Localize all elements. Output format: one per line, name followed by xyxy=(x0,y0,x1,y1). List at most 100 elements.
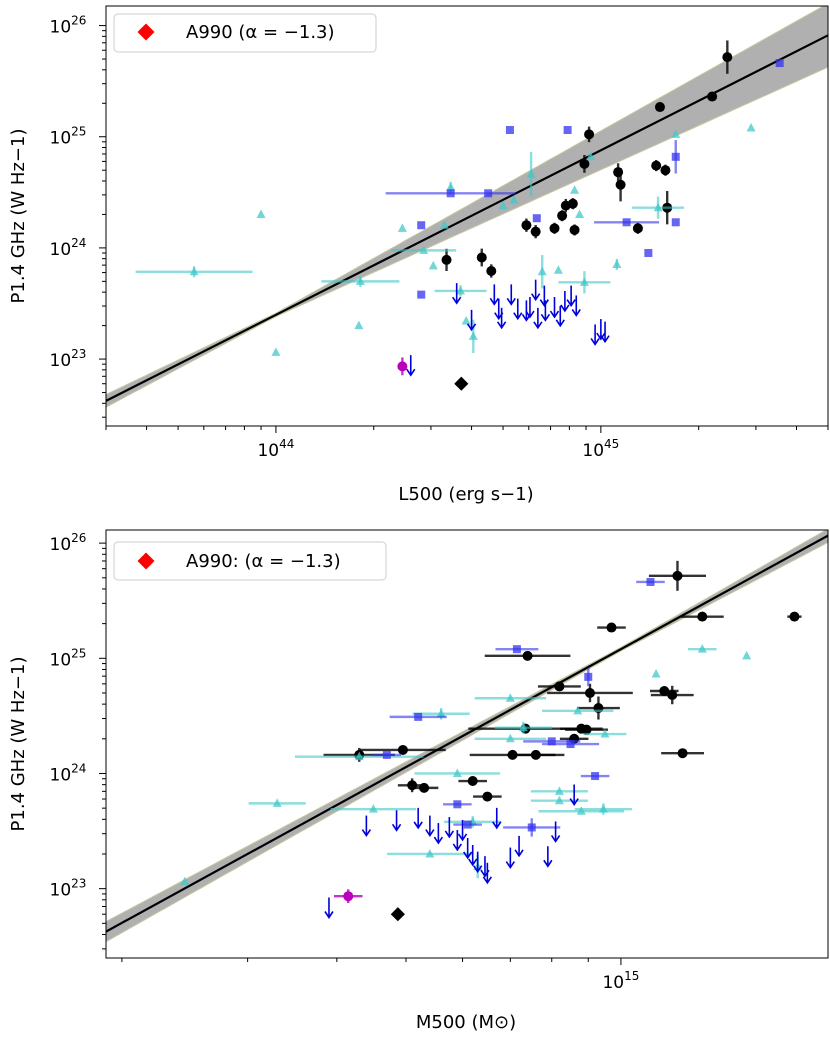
upper-limit-arrow-icon xyxy=(482,876,493,885)
data-point-triangle xyxy=(456,285,466,295)
data-point-triangle xyxy=(518,722,528,732)
data-point-square xyxy=(417,221,426,230)
y-axis-label: P1.4 GHz (W Hz−1) xyxy=(8,657,29,832)
confidence-band xyxy=(106,530,828,943)
confidence-band xyxy=(106,6,828,408)
data-point-circle xyxy=(632,223,643,234)
y-tick-label: 1023 xyxy=(50,347,87,371)
upper-limit-arrow-icon xyxy=(324,911,334,919)
data-point-triangle xyxy=(554,786,564,795)
data-point-square xyxy=(646,577,655,586)
data-point-triangle xyxy=(271,347,281,356)
bottom-panel: 1015 1023 1024 1025 1026 A990: (α = −1.3) M5… xyxy=(8,529,829,1033)
confidence-band-area xyxy=(106,6,828,408)
upper-limit-arrow-icon xyxy=(540,313,551,322)
data-point-triangle xyxy=(576,806,586,815)
upper-limit-arrow-icon xyxy=(530,293,541,302)
data-point-triangle xyxy=(428,260,438,270)
series-mini-halo xyxy=(372,577,665,837)
data-point-square xyxy=(414,712,423,721)
upper-limit-arrow-icon xyxy=(596,332,606,341)
upper-limit-arrow-icon xyxy=(452,296,462,305)
series-upper-limit xyxy=(324,784,579,919)
upper-limit-arrow-icon xyxy=(513,312,523,321)
upper-limit-arrow-icon xyxy=(452,843,462,852)
upper-limit-arrow-icon xyxy=(425,829,435,838)
legend-box xyxy=(113,13,377,53)
upper-limit-arrow-icon xyxy=(433,836,444,845)
data-point-circle xyxy=(722,52,733,63)
data-point-square xyxy=(563,125,572,134)
data-point-square xyxy=(532,214,541,223)
data-point-triangle xyxy=(368,804,378,813)
data-point-triangle xyxy=(505,733,515,743)
data-point-triangle xyxy=(452,768,462,777)
axis-ticks: 1044 1045 1023 1024 1025 1026 xyxy=(50,14,829,461)
data-point-triangle xyxy=(446,182,456,191)
upper-limit-arrow-icon xyxy=(539,299,550,308)
best-fit-line xyxy=(106,34,828,402)
upper-limit-arrow-icon xyxy=(391,823,402,832)
confidence-band-area xyxy=(106,530,828,943)
upper-limit-arrow-icon xyxy=(514,849,524,858)
data-point-square xyxy=(382,750,391,759)
upper-limit-arrow-icon xyxy=(569,798,579,806)
data-point-triangle xyxy=(586,151,596,161)
upper-limit-arrow-icon xyxy=(549,310,560,319)
upper-limit-arrow-icon xyxy=(505,861,516,869)
data-point-circle xyxy=(584,687,595,698)
upper-limit-arrow-icon xyxy=(444,830,455,839)
data-point-circle xyxy=(789,611,800,622)
data-point-square xyxy=(671,218,680,227)
legend: A990: (α = −1.3) xyxy=(113,541,387,581)
data-point-triangle xyxy=(579,277,589,286)
data-point-circle xyxy=(677,748,688,759)
data-point-circle xyxy=(486,265,497,276)
legend-label: A990 (α = −1.3) xyxy=(186,22,335,43)
data-point-square xyxy=(463,820,472,829)
data-points xyxy=(180,560,802,922)
data-point-square xyxy=(484,189,493,198)
y-tick-label: 1023 xyxy=(50,877,87,901)
data-point-circle xyxy=(584,129,595,140)
data-point-circle xyxy=(707,91,718,102)
series-mini-halo xyxy=(385,59,784,299)
upper-limit-arrow-icon xyxy=(496,321,507,330)
data-point-triangle xyxy=(671,129,681,138)
series-upper-limit xyxy=(406,279,610,377)
data-point-square xyxy=(417,290,426,299)
data-point-triangle xyxy=(553,265,563,274)
data-point-triangle xyxy=(439,220,449,229)
data-point-circle xyxy=(419,782,430,793)
data-point-circle xyxy=(557,210,568,221)
data-point-triangle xyxy=(180,876,190,886)
data-point-triangle xyxy=(354,751,364,761)
data-point-square xyxy=(453,800,462,809)
upper-limit-arrow-icon xyxy=(457,833,468,842)
series-special xyxy=(333,889,363,904)
data-point-triangle xyxy=(419,245,429,254)
data-point-circle xyxy=(343,891,354,902)
data-point-circle xyxy=(567,198,578,209)
data-point-triangle xyxy=(554,795,564,805)
upper-limit-arrow-icon xyxy=(489,297,499,306)
data-point-diamond xyxy=(390,907,405,922)
y-tick-label: 1026 xyxy=(50,531,87,555)
data-point-circle xyxy=(521,220,532,231)
upper-limit-arrow-icon xyxy=(566,299,576,308)
x-axis-label: L500 (erg s−1) xyxy=(398,484,533,505)
data-point-triangle xyxy=(653,202,663,212)
data-point-triangle xyxy=(272,798,282,807)
upper-limit-arrow-icon xyxy=(555,319,565,328)
data-point-diamond xyxy=(454,376,469,391)
upper-limit-arrow-icon xyxy=(533,321,543,330)
data-point-triangle xyxy=(742,650,752,660)
upper-limit-arrow-icon xyxy=(543,859,553,868)
data-point-circle xyxy=(549,223,560,234)
data-point-circle xyxy=(569,224,580,235)
data-point-triangle xyxy=(651,669,661,678)
data-point-triangle xyxy=(600,729,610,738)
data-point-triangle xyxy=(425,848,435,858)
axes-frame xyxy=(105,529,829,959)
data-point-square xyxy=(584,672,593,681)
